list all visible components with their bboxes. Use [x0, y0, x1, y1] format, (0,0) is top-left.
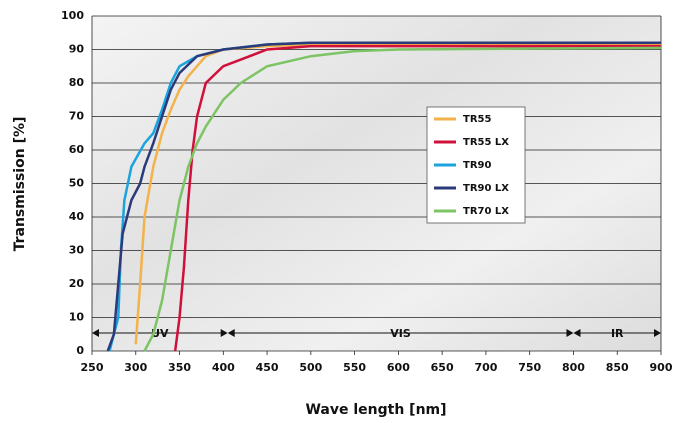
x-tick-label: 600 — [387, 361, 410, 374]
y-tick-label: 20 — [69, 277, 85, 290]
legend-label: TR55 — [463, 114, 491, 125]
x-tick-label: 750 — [518, 361, 541, 374]
x-axis-title: Wave length [nm] — [305, 402, 446, 418]
region-label: VIS — [390, 327, 411, 340]
region-label: IR — [611, 327, 624, 340]
x-tick-label: 900 — [650, 361, 673, 374]
x-tick-label: 800 — [562, 361, 585, 374]
y-axis-title: Transmission [%] — [12, 117, 28, 252]
legend-label: TR70 LX — [463, 206, 509, 217]
x-tick-label: 450 — [256, 361, 279, 374]
x-tick-label: 650 — [431, 361, 454, 374]
x-tick-label: 700 — [474, 361, 497, 374]
y-tick-label: 80 — [69, 76, 85, 89]
x-tick-label: 500 — [299, 361, 322, 374]
legend-label: TR90 — [463, 160, 491, 171]
series-line — [173, 44, 661, 352]
y-tick-label: 0 — [76, 344, 84, 357]
y-tick-label: 90 — [69, 43, 85, 56]
x-tick-label: 850 — [606, 361, 629, 374]
y-tick-label: 50 — [69, 177, 85, 190]
legend-label: TR55 LX — [463, 137, 509, 148]
x-tick-label: 250 — [81, 361, 104, 374]
x-tick-label: 350 — [168, 361, 191, 374]
legend-label: TR90 LX — [463, 183, 509, 194]
y-tick-label: 70 — [69, 110, 85, 123]
x-tick-label: 400 — [212, 361, 235, 374]
y-tick-label: 40 — [69, 210, 85, 223]
series-line — [134, 43, 661, 345]
x-tick-label: 550 — [343, 361, 366, 374]
series-line — [143, 46, 662, 352]
y-tick-label: 100 — [61, 9, 84, 22]
y-tick-label: 30 — [69, 244, 85, 257]
y-tick-label: 10 — [69, 311, 85, 324]
x-tick-label: 300 — [124, 361, 147, 374]
series-line — [106, 41, 661, 352]
y-tick-label: 60 — [69, 143, 85, 156]
